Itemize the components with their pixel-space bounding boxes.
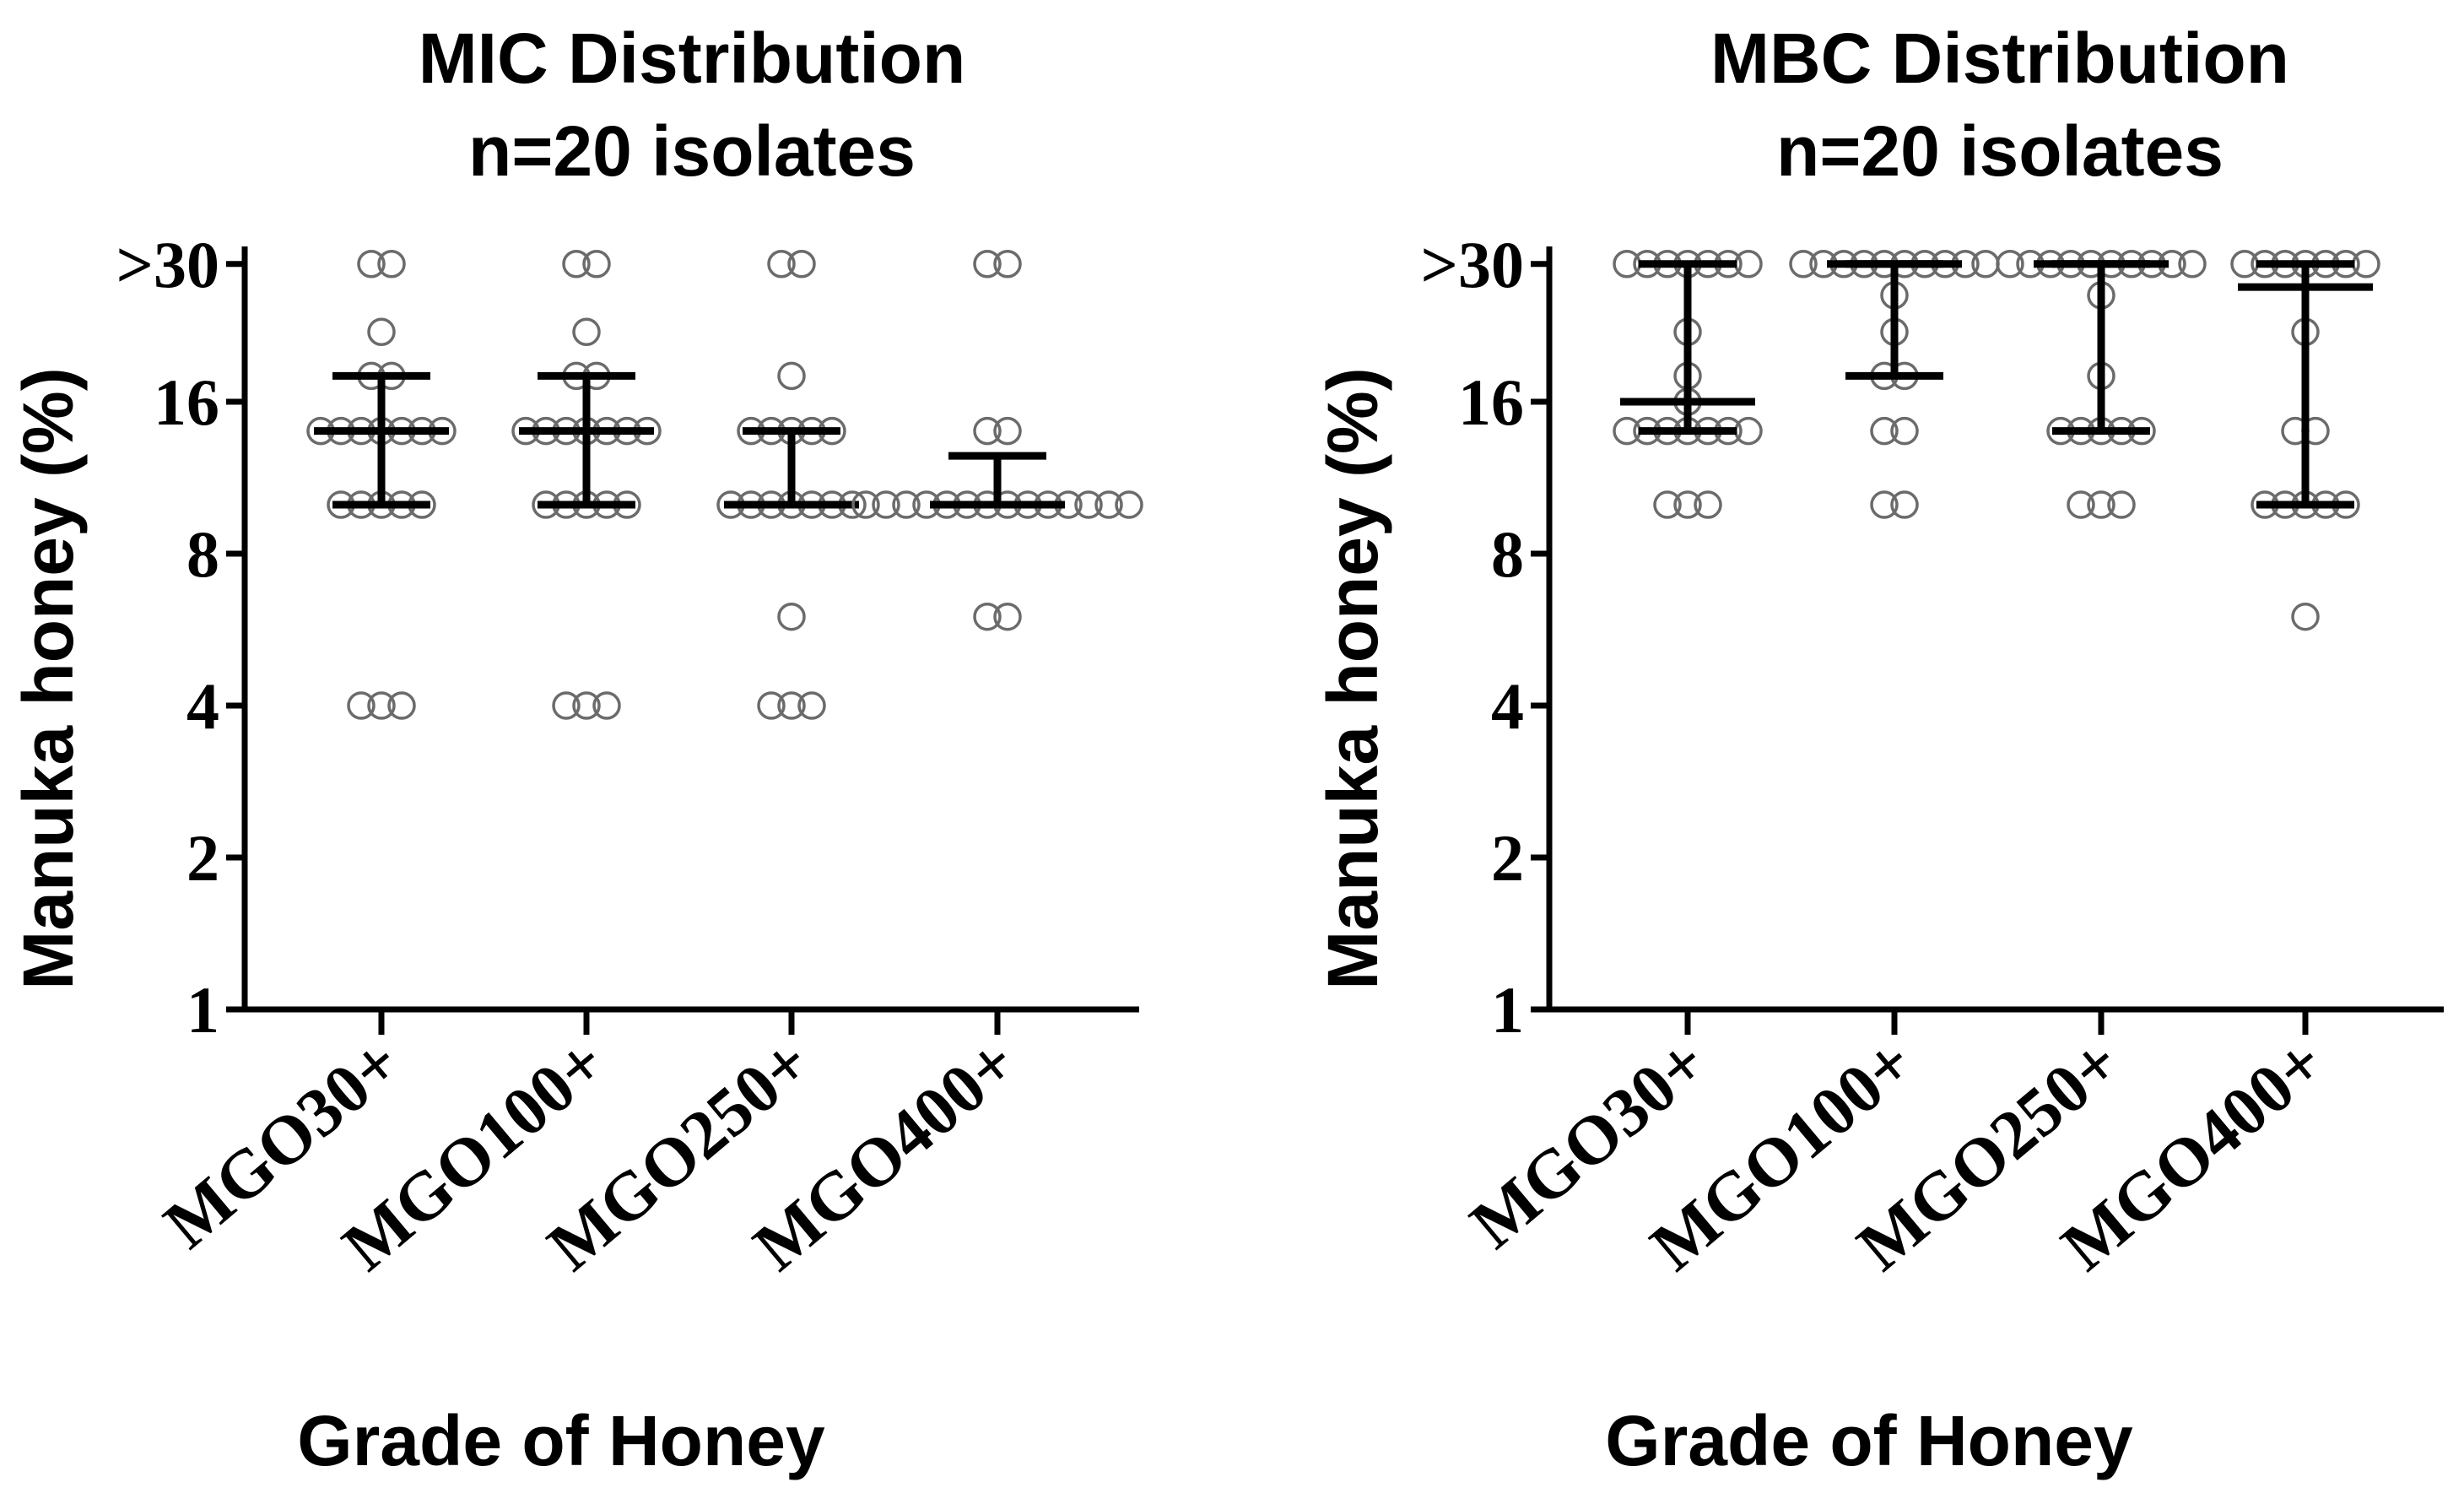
mic-data-point xyxy=(562,250,591,279)
mic-data-point xyxy=(973,416,1002,446)
mic-data-point xyxy=(377,250,406,279)
mic-data-point xyxy=(777,361,806,391)
mic-data-point xyxy=(973,250,1002,279)
mic-data-point xyxy=(552,691,581,720)
mbc-data-point xyxy=(2087,490,2115,519)
mbc-data-point xyxy=(2291,602,2320,631)
mic-data-point xyxy=(777,602,806,631)
mbc-data-point xyxy=(2107,490,2136,519)
mic-axes xyxy=(226,246,1139,1035)
mic-title-line-1: MIC Distribution xyxy=(419,19,966,98)
mic-y-tick-label: 2 xyxy=(186,821,219,895)
mbc-data-point xyxy=(1653,490,1682,519)
mbc-data-point xyxy=(1673,490,1702,519)
mic-data-point xyxy=(592,691,621,720)
mic-y-tick-label: 4 xyxy=(186,669,219,743)
mbc-y-tick-label: 4 xyxy=(1491,669,1524,743)
mbc-data-point xyxy=(1694,490,1722,519)
mic-data-point xyxy=(993,602,1022,631)
mic-data-point xyxy=(347,691,376,720)
mic-y-tick-label: 1 xyxy=(186,973,219,1047)
mic-data-point xyxy=(851,490,880,519)
mbc-x-categories: MGO30+ MGO100+ MGO250+ MGO400+ xyxy=(1456,1023,2338,1285)
mbc-chart: MBC Distribution n=20 isolates Manuka ho… xyxy=(1313,19,2444,1480)
mic-y-ticks: 1 2 4 8 16 >30 xyxy=(116,228,219,1047)
mic-x-categories: MGO30+ MGO100+ MGO250+ MGO400+ xyxy=(149,1023,1030,1285)
mbc-y-tick-label: 2 xyxy=(1491,821,1524,895)
mic-chart: MIC Distribution n=20 isolates Manuka ho… xyxy=(8,19,1143,1480)
mic-data-point xyxy=(993,250,1022,279)
mbc-y-tick-label: 8 xyxy=(1491,517,1524,591)
mic-data-point xyxy=(1074,490,1103,519)
mic-data-point xyxy=(572,317,601,347)
mic-data-point xyxy=(797,691,826,720)
mbc-data-point xyxy=(1996,250,2024,279)
mic-x-axis-label: Grade of Honey xyxy=(297,1401,825,1480)
mic-data-point xyxy=(582,250,611,279)
mbc-data-point xyxy=(1890,490,1919,519)
mbc-data-point xyxy=(1870,416,1899,446)
mbc-axes xyxy=(1531,246,2444,1035)
mbc-title-line-2: n=20 isolates xyxy=(1776,111,2224,191)
mic-y-axis-label: Manuka honey (%) xyxy=(8,367,88,989)
mbc-title-line-1: MBC Distribution xyxy=(1710,19,2289,98)
mic-data-point xyxy=(973,602,1002,631)
mbc-data-marks xyxy=(1613,250,2380,631)
mic-data-point xyxy=(387,691,416,720)
mbc-y-ticks: 1 2 4 8 16 >30 xyxy=(1421,228,1524,1047)
mic-data-point xyxy=(872,490,900,519)
mic-data-point xyxy=(757,691,786,720)
mic-data-point xyxy=(572,691,601,720)
mbc-y-tick-label: 16 xyxy=(1458,365,1524,439)
mbc-data-point xyxy=(1890,416,1919,446)
mic-data-point xyxy=(357,250,386,279)
mic-data-point xyxy=(777,691,806,720)
mbc-x-axis-label: Grade of Honey xyxy=(1605,1401,2133,1480)
mic-data-point xyxy=(892,490,921,519)
mic-data-point xyxy=(767,250,796,279)
mbc-data-point xyxy=(2178,250,2207,279)
mic-y-tick-label: 16 xyxy=(154,365,219,439)
mic-data-point xyxy=(993,416,1022,446)
mic-data-point xyxy=(1115,490,1143,519)
mic-data-point xyxy=(367,317,396,347)
mic-data-marks xyxy=(306,250,1143,720)
mbc-data-point xyxy=(1870,490,1899,519)
mbc-y-tick-label: 1 xyxy=(1491,973,1524,1047)
mic-y-tick-label: 8 xyxy=(186,517,219,591)
mbc-data-point xyxy=(2067,490,2095,519)
mic-data-point xyxy=(1094,490,1123,519)
mic-title-line-2: n=20 isolates xyxy=(468,111,916,191)
mic-y-tick-label: >30 xyxy=(116,228,219,301)
mbc-y-tick-label: >30 xyxy=(1421,228,1524,301)
mbc-data-point xyxy=(1789,250,1818,279)
mic-data-point xyxy=(367,691,396,720)
mbc-y-axis-label: Manuka honey (%) xyxy=(1313,367,1392,989)
mic-data-point xyxy=(787,250,816,279)
